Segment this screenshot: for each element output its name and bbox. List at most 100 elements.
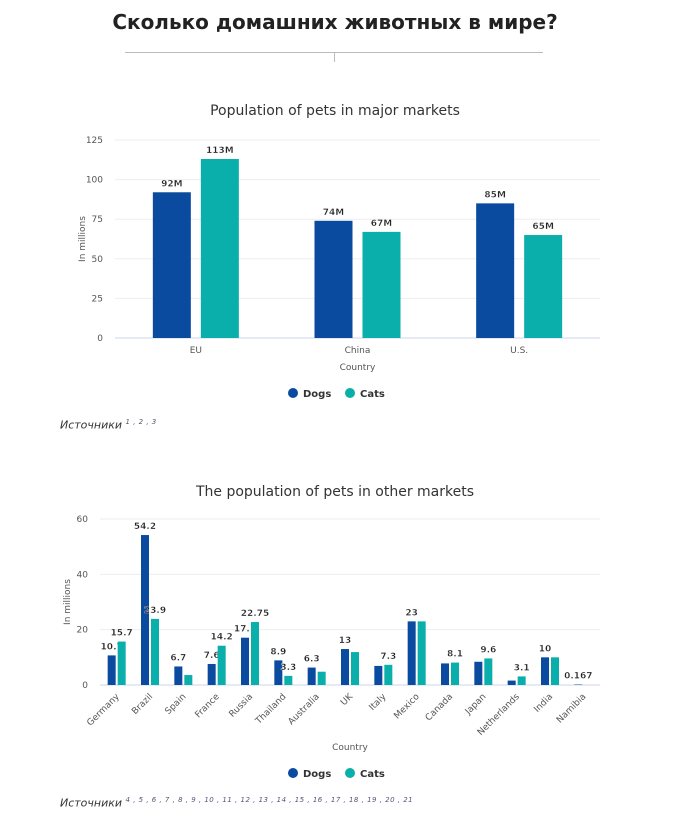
- bar-cats: [517, 676, 526, 685]
- x-axis-label: Country: [340, 363, 376, 373]
- data-label: 85M: [484, 190, 506, 200]
- x-tick-label: U.S.: [510, 346, 528, 356]
- bar-cats: [151, 618, 159, 685]
- bar-dogs: [314, 220, 353, 338]
- divider-tick: [334, 52, 335, 62]
- data-label: 8.9: [270, 647, 286, 657]
- x-tick-label: Germany: [85, 692, 122, 729]
- y-tick-label: 0: [97, 334, 103, 344]
- x-tick-label: France: [194, 692, 223, 721]
- data-label: 0.167: [564, 672, 592, 682]
- bar-cats: [200, 159, 239, 338]
- y-tick-label: 125: [86, 136, 103, 146]
- chart-major-markets: Population of pets in major markets 0 25 50…: [78, 103, 600, 400]
- x-axis-label: Country: [332, 743, 368, 753]
- bar-dogs: [476, 203, 515, 338]
- bar-cats: [351, 652, 359, 685]
- x-tick-label: Italy: [368, 692, 389, 713]
- bar-dogs: [374, 665, 383, 685]
- bar-dogs: [341, 649, 349, 685]
- bar-dogs: [441, 663, 449, 685]
- bar-dogs: [141, 535, 149, 685]
- chart-title: The population of pets in other markets: [195, 484, 474, 500]
- x-tick-label: Mexico: [392, 692, 422, 722]
- bar-cats: [251, 622, 259, 685]
- data-label: 54.2: [134, 522, 156, 532]
- bar-dogs: [274, 660, 283, 685]
- data-label: 15.7: [111, 629, 133, 639]
- data-label: 3.1: [514, 663, 530, 673]
- legend-item-dogs: Dogs: [303, 769, 331, 780]
- bar-cats: [384, 664, 393, 685]
- data-label: 13: [339, 636, 352, 646]
- bar-dogs: [174, 666, 183, 685]
- bar-cats: [317, 671, 326, 685]
- legend-marker-dogs: [288, 768, 298, 778]
- bar-dogs: [507, 680, 516, 685]
- bar-dogs: [474, 661, 483, 685]
- legend-item-cats: Cats: [360, 389, 385, 400]
- page-title: Сколько домашних животных в мире?: [112, 10, 558, 34]
- legend-item-cats: Cats: [360, 769, 385, 780]
- bar-dogs: [152, 192, 191, 338]
- data-label: 7.6: [204, 651, 220, 661]
- bar-cats: [184, 675, 193, 685]
- data-label: 23: [405, 608, 418, 618]
- data-label: 113M: [206, 146, 234, 156]
- data-label: 65M: [532, 222, 554, 232]
- bar-dogs: [407, 621, 416, 685]
- data-label: 9.6: [480, 645, 496, 655]
- y-tick-label: 40: [77, 570, 89, 580]
- data-label: 22.75: [241, 609, 269, 619]
- bar-dogs: [241, 637, 249, 685]
- y-tick-label: 0: [82, 681, 88, 691]
- data-label: 10.7: [101, 642, 123, 652]
- bar-cats: [451, 662, 459, 685]
- bar-cats: [524, 235, 563, 338]
- x-tick-label: Japan: [463, 692, 489, 718]
- bar-cats: [117, 641, 126, 685]
- data-label: 17.1: [234, 625, 256, 635]
- bar-cats: [284, 675, 293, 685]
- y-tick-label: 100: [86, 176, 103, 186]
- bar-cats: [417, 621, 426, 685]
- y-tick-label: 20: [77, 626, 89, 636]
- y-tick-label: 75: [92, 215, 103, 225]
- bar-dogs: [207, 663, 216, 685]
- data-label: 6.7: [170, 653, 186, 663]
- data-label: 8.1: [447, 650, 463, 660]
- sources-refs[interactable]: 4 , 5 , 6 , 7 , 8 , 9 , 10 , 11 , 12 , 1…: [125, 796, 414, 804]
- chart-other-markets: The population of pets in other markets 0…: [63, 484, 600, 780]
- legend-marker-cats: [345, 768, 355, 778]
- bar-cats: [484, 658, 493, 685]
- bar-dogs: [541, 657, 549, 685]
- x-tick-label: Spain: [164, 692, 189, 717]
- data-label: 74M: [323, 208, 345, 218]
- legend-item-dogs: Dogs: [303, 389, 331, 400]
- legend-marker-cats: [345, 388, 355, 398]
- sources-label: Источники: [60, 418, 123, 432]
- data-label: 7.3: [380, 652, 396, 662]
- data-label: 6.3: [304, 655, 320, 665]
- bar-dogs: [107, 655, 116, 685]
- data-label: 23.9: [144, 606, 166, 616]
- data-label: 3.3: [280, 663, 296, 673]
- sources-2: Источники 4 , 5 , 6 , 7 , 8 , 9 , 10 , 1…: [60, 796, 413, 810]
- bar-cats: [217, 645, 226, 685]
- x-tick-label: Namibia: [555, 692, 588, 725]
- x-tick-label: UK: [339, 691, 356, 708]
- bar-cats: [551, 657, 559, 685]
- x-tick-label: Canada: [424, 692, 455, 723]
- y-axis-label: In millions: [63, 579, 73, 625]
- data-label: 10: [539, 644, 552, 654]
- x-tick-label: Russia: [228, 692, 256, 720]
- x-tick-label: Thailand: [253, 692, 288, 727]
- data-label: 92M: [161, 179, 183, 189]
- sources-refs[interactable]: 1 , 2 , 3: [125, 418, 157, 426]
- x-tick-label: EU: [190, 346, 202, 356]
- x-tick-label: Brazil: [130, 692, 155, 717]
- y-tick-label: 25: [92, 294, 103, 304]
- legend-marker-dogs: [288, 388, 298, 398]
- y-tick-label: 60: [77, 515, 89, 525]
- y-tick-label: 50: [92, 255, 104, 265]
